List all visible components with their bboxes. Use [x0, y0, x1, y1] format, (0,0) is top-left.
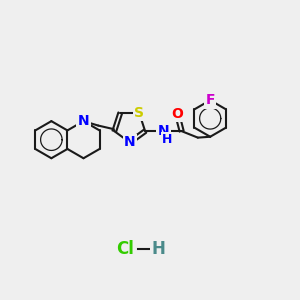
Text: H: H — [151, 240, 165, 258]
Text: N: N — [158, 124, 169, 138]
Text: S: S — [134, 106, 144, 120]
Text: F: F — [206, 93, 215, 107]
Text: H: H — [162, 133, 172, 146]
Text: O: O — [171, 107, 183, 121]
Text: Cl: Cl — [116, 240, 134, 258]
Text: N: N — [78, 114, 89, 128]
Text: N: N — [124, 135, 136, 149]
